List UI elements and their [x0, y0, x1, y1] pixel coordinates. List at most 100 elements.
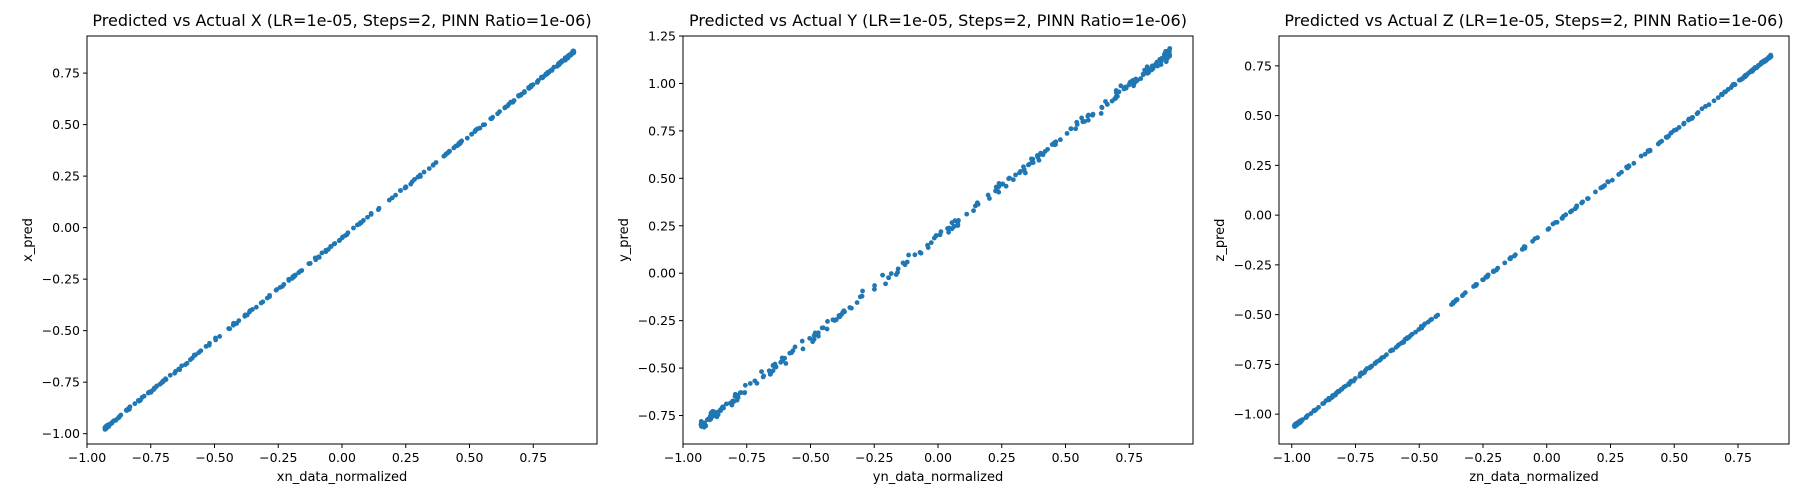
y-axis-label: x_pred — [21, 218, 36, 262]
data-point — [412, 177, 417, 182]
data-point — [368, 212, 374, 217]
data-point — [1118, 83, 1124, 89]
y-tick-label: 0.75 — [648, 123, 676, 138]
data-point — [834, 317, 839, 322]
data-point — [933, 233, 939, 239]
data-point — [298, 268, 303, 274]
data-point — [1113, 94, 1119, 99]
y-tick-label: −0.75 — [638, 408, 676, 423]
data-point — [102, 427, 108, 432]
data-point — [1626, 164, 1632, 169]
data-point — [840, 309, 846, 315]
data-point — [1029, 156, 1034, 162]
data-point — [1711, 98, 1717, 104]
x-tick-label: 0.50 — [456, 450, 484, 465]
y-tick-label: 0.50 — [1244, 108, 1272, 123]
data-point — [1450, 300, 1456, 306]
data-point — [925, 245, 931, 250]
y-tick-label: 0.75 — [52, 66, 80, 81]
data-point — [151, 387, 157, 392]
data-point — [1491, 268, 1497, 274]
data-point — [1372, 360, 1378, 366]
data-point — [1605, 179, 1611, 185]
data-point — [345, 230, 351, 236]
data-point — [1304, 413, 1310, 419]
data-point — [993, 184, 999, 190]
data-point — [768, 371, 774, 377]
data-point — [179, 363, 185, 369]
data-point — [538, 74, 544, 80]
data-point — [708, 416, 714, 422]
data-point — [1553, 220, 1558, 225]
data-point — [1480, 277, 1486, 283]
data-point — [723, 401, 729, 407]
data-point — [778, 359, 784, 365]
x-tick-label: 0.25 — [1597, 450, 1625, 465]
data-point — [1569, 208, 1575, 214]
data-point — [1767, 55, 1773, 61]
data-point — [717, 407, 723, 413]
data-point — [543, 71, 549, 77]
plot-frame — [1278, 35, 1790, 445]
data-point — [1064, 131, 1070, 136]
data-point — [987, 196, 992, 201]
data-point — [964, 211, 970, 217]
data-point — [1574, 203, 1580, 209]
data-points — [1292, 52, 1774, 429]
y-tick-label: −0.25 — [1234, 257, 1272, 272]
data-point — [938, 229, 944, 235]
y-tick-label: 1.00 — [648, 76, 676, 91]
y-tick-label: 0.75 — [1244, 58, 1272, 73]
data-point — [886, 275, 891, 281]
data-point — [1638, 153, 1644, 159]
y-tick-label: 0.00 — [1244, 208, 1272, 223]
data-point — [854, 300, 860, 305]
data-point — [1331, 393, 1337, 398]
data-point — [113, 417, 119, 423]
data-point — [1311, 408, 1317, 414]
data-point — [1521, 244, 1527, 250]
data-point — [812, 330, 818, 336]
data-point — [1736, 77, 1742, 83]
data-point — [451, 145, 457, 151]
data-point — [1420, 323, 1426, 329]
x-tick-label: 0.75 — [1724, 450, 1752, 465]
x-tick-label: 0.50 — [1660, 450, 1688, 465]
x-axis-label: xn_data_normalized — [277, 470, 407, 485]
data-point — [1657, 139, 1663, 145]
data-point — [267, 294, 272, 300]
data-point — [351, 225, 356, 231]
data-point — [1485, 273, 1491, 279]
data-point — [830, 317, 836, 323]
data-point — [1428, 317, 1434, 323]
data-point — [1159, 55, 1165, 61]
y-axis-label: y_pred — [617, 218, 632, 262]
scatter-panel-z: Predicted vs Actual Z (LR=1e-05, Steps=2… — [1213, 11, 1790, 485]
data-point — [872, 286, 877, 292]
data-point — [1349, 378, 1355, 384]
data-point — [1029, 160, 1035, 165]
data-point — [1616, 172, 1622, 177]
data-point — [393, 192, 398, 198]
data-point — [1006, 176, 1012, 182]
data-point — [1703, 103, 1708, 109]
data-point — [1379, 355, 1385, 361]
y-tick-label: 0.00 — [648, 266, 676, 281]
data-point — [508, 99, 514, 105]
y-tick-label: 0.25 — [1244, 158, 1272, 173]
data-point — [1459, 293, 1465, 299]
data-point — [1079, 115, 1085, 121]
data-point — [1013, 172, 1018, 178]
data-point — [1085, 117, 1091, 123]
data-point — [1085, 113, 1091, 119]
data-point — [742, 390, 748, 395]
data-point — [141, 393, 147, 399]
data-point — [154, 383, 160, 389]
y-tick-label: −1.00 — [42, 426, 80, 441]
data-point — [332, 241, 338, 246]
data-point — [895, 266, 901, 272]
y-tick-label: 0.25 — [648, 218, 676, 233]
data-point — [1681, 120, 1687, 126]
data-point — [325, 247, 331, 252]
